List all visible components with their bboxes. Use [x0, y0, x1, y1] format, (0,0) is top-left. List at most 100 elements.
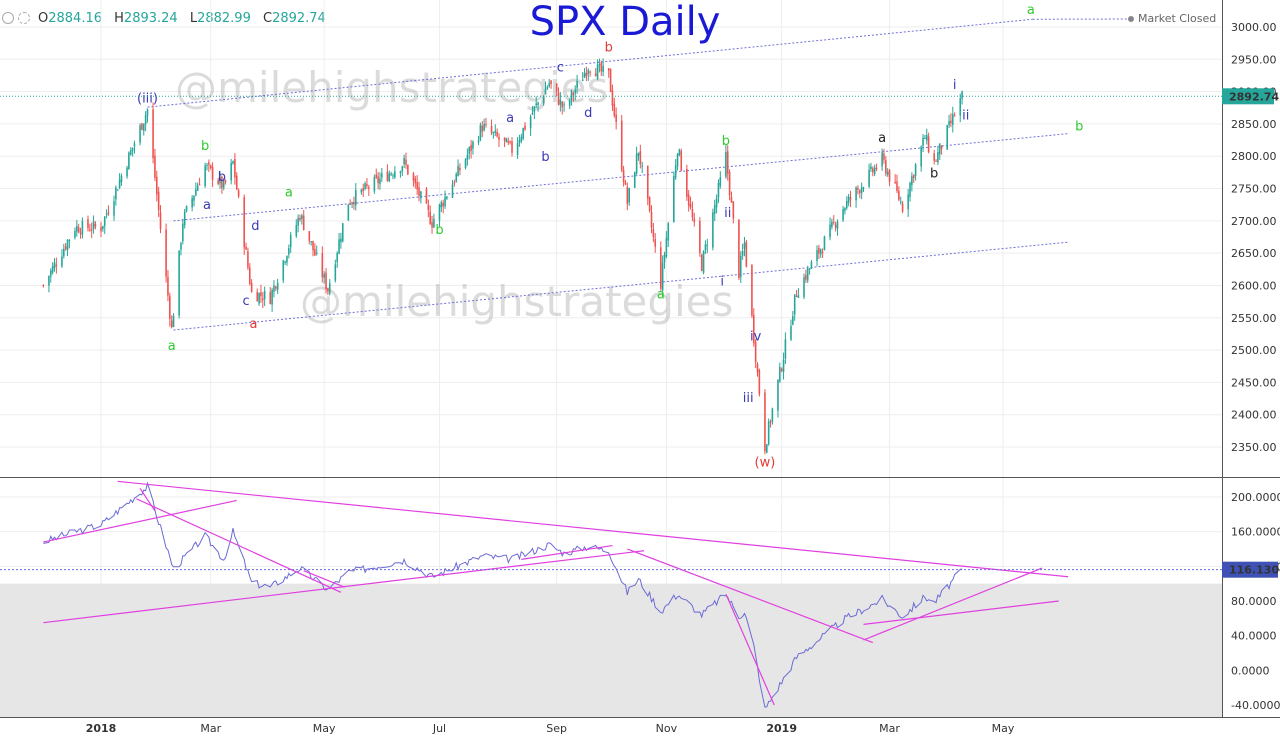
- candle-body: [673, 176, 675, 223]
- candle-body: [412, 173, 415, 181]
- candle-body: [49, 270, 52, 277]
- indicator-trendline: [43, 499, 237, 543]
- candle-body: [295, 225, 298, 236]
- candle-body: [129, 150, 132, 155]
- candle-body: [596, 64, 599, 79]
- candle-body: [195, 189, 197, 196]
- candle-body: [507, 141, 510, 143]
- wave-label: i: [953, 78, 957, 93]
- candle-body: [209, 165, 212, 169]
- close-label: C: [262, 11, 273, 26]
- candle-body: [64, 246, 67, 250]
- candle-body: [217, 180, 219, 185]
- candle-body: [583, 73, 586, 78]
- candle-body: [860, 186, 863, 193]
- candle-body: [831, 221, 833, 228]
- indicator-trendline: [863, 600, 1059, 625]
- candle-body: [157, 191, 160, 211]
- candle-body: [959, 98, 962, 116]
- candle-body: [844, 208, 846, 211]
- candle-body: [639, 151, 642, 165]
- candle-body: [204, 165, 206, 187]
- candle-body: [548, 82, 551, 87]
- candle-body: [779, 367, 781, 382]
- candle-body: [611, 90, 614, 106]
- wave-label: a: [878, 131, 886, 146]
- y-tick-label: 2350.00: [1231, 441, 1277, 454]
- candle-body: [946, 125, 949, 150]
- candle-body: [739, 255, 742, 278]
- candle-body: [938, 143, 941, 155]
- candle-body: [196, 185, 199, 191]
- indicator-line: [43, 481, 963, 708]
- candle-body: [429, 211, 431, 224]
- y-tick-label: 2550.00: [1231, 312, 1277, 325]
- candle-body: [620, 120, 623, 171]
- x-tick-label: 2019: [766, 722, 797, 735]
- close-value: 2892.74: [272, 11, 326, 26]
- candle-body: [172, 315, 175, 327]
- candle-body: [533, 106, 536, 113]
- candle-body: [323, 274, 325, 278]
- candle-body: [485, 124, 487, 126]
- candle-body: [310, 241, 312, 243]
- candle-body: [803, 277, 805, 298]
- candle-body: [431, 222, 433, 228]
- candle-body: [767, 421, 770, 445]
- candle-body: [914, 164, 917, 176]
- y-tick-label-lower: 200.0000: [1231, 491, 1280, 504]
- candle-body: [572, 93, 575, 95]
- candle-body: [113, 201, 115, 216]
- candle-body: [416, 182, 418, 190]
- candle-body: [805, 275, 807, 280]
- candle-body: [115, 187, 117, 200]
- candle-body: [728, 171, 731, 196]
- candle-body: [455, 173, 458, 182]
- candle-body: [414, 178, 417, 184]
- candle-body: [940, 145, 943, 149]
- candle-body: [126, 167, 128, 177]
- candle-body: [849, 197, 852, 200]
- candle-body: [325, 272, 327, 290]
- candle-body: [927, 136, 930, 153]
- candle-body: [559, 99, 562, 105]
- candle-body: [314, 249, 316, 256]
- candle-body: [925, 134, 928, 141]
- y-tick-label: 2450.00: [1231, 376, 1277, 389]
- candle-body: [407, 164, 409, 175]
- eye-icon[interactable]: [2, 12, 14, 24]
- candle-body: [144, 115, 147, 125]
- y-tick-label: 2500.00: [1231, 344, 1277, 357]
- candle-body: [141, 123, 143, 130]
- candle-body: [726, 151, 729, 174]
- candle-body: [784, 339, 787, 359]
- candle-body: [405, 159, 407, 165]
- candle-body: [288, 248, 290, 255]
- candle-body: [686, 168, 688, 197]
- candle-body: [646, 165, 649, 199]
- candle-body: [678, 149, 681, 156]
- wave-label: a: [203, 198, 211, 213]
- wave-label: a: [250, 317, 258, 332]
- candle-body: [635, 154, 638, 174]
- candle-body: [347, 204, 350, 221]
- candle-body: [873, 167, 876, 175]
- candle-body: [327, 288, 329, 292]
- toolbar-icons[interactable]: [2, 11, 32, 25]
- candle-body: [886, 171, 889, 175]
- wave-label: b: [541, 150, 549, 165]
- candle-body: [496, 131, 498, 137]
- candle-body: [829, 224, 831, 238]
- candle-body: [555, 83, 558, 92]
- candle-body: [732, 201, 735, 219]
- gear-icon[interactable]: [18, 12, 30, 24]
- x-tick-label: Nov: [656, 722, 678, 735]
- y-tick-label-lower: 160.0000: [1231, 526, 1280, 539]
- candle-body: [182, 223, 184, 242]
- candle-body: [457, 165, 459, 177]
- candle-body: [725, 151, 727, 177]
- candle-body: [574, 89, 577, 94]
- candle-body: [481, 125, 484, 132]
- candle-body: [193, 195, 195, 201]
